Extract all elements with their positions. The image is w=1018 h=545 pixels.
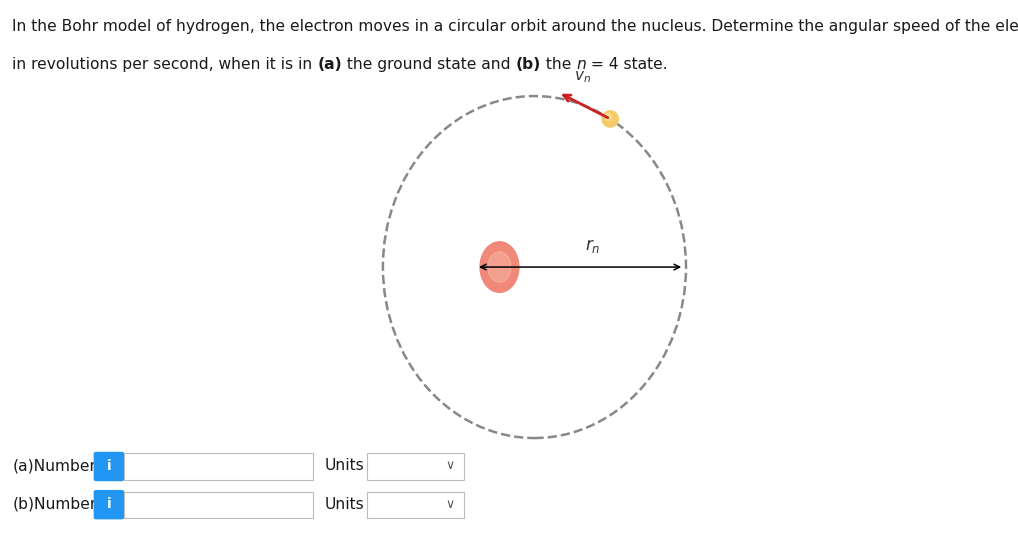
- Text: In the Bohr model of hydrogen, the electron moves in a circular orbit around the: In the Bohr model of hydrogen, the elect…: [12, 19, 1018, 34]
- Text: n: n: [576, 57, 586, 72]
- Text: ∨: ∨: [446, 498, 454, 511]
- FancyBboxPatch shape: [367, 492, 464, 518]
- FancyBboxPatch shape: [367, 453, 464, 480]
- Text: i: i: [107, 459, 111, 473]
- Circle shape: [605, 114, 612, 120]
- Text: Units: Units: [325, 496, 364, 512]
- Text: ∨: ∨: [446, 459, 454, 473]
- Text: (a)Number: (a)Number: [12, 458, 96, 474]
- Text: i: i: [107, 497, 111, 511]
- Text: in revolutions per second, when it is in: in revolutions per second, when it is in: [12, 57, 318, 72]
- Text: the ground state and: the ground state and: [342, 57, 515, 72]
- Text: the: the: [541, 57, 576, 72]
- Ellipse shape: [480, 242, 519, 292]
- Text: Units: Units: [325, 458, 364, 474]
- Text: (a): (a): [318, 57, 342, 72]
- Text: (b)Number: (b)Number: [12, 496, 97, 512]
- FancyBboxPatch shape: [124, 492, 313, 518]
- Ellipse shape: [488, 252, 511, 282]
- FancyBboxPatch shape: [94, 490, 124, 519]
- Text: = 4 state.: = 4 state.: [586, 57, 668, 72]
- FancyBboxPatch shape: [124, 453, 313, 480]
- Circle shape: [602, 111, 618, 127]
- FancyBboxPatch shape: [94, 452, 124, 481]
- Text: $r_n$: $r_n$: [585, 238, 601, 256]
- Text: (b): (b): [515, 57, 541, 72]
- Text: $v_n$: $v_n$: [574, 69, 590, 84]
